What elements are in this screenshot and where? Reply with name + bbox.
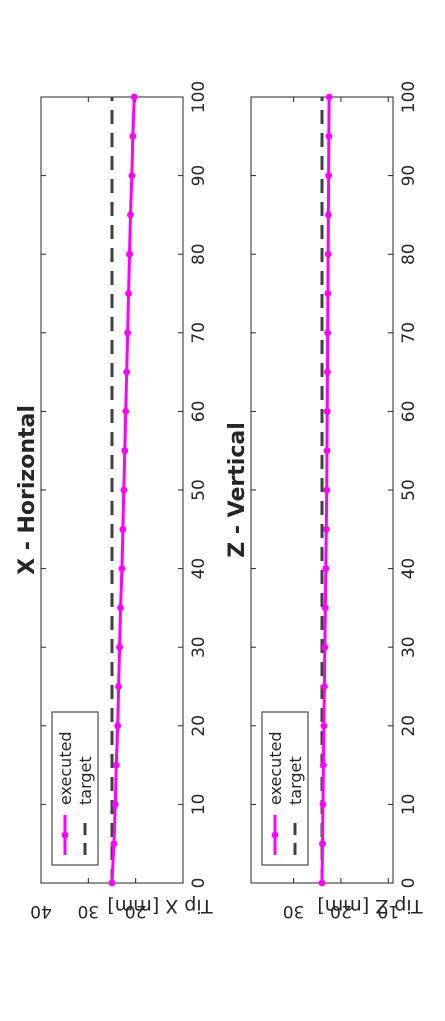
executed-data-point: [320, 722, 328, 730]
x-tick-label: 20: [189, 715, 209, 737]
executed-data-point: [114, 722, 122, 730]
executed-data-point: [323, 408, 331, 415]
executed-data-point: [119, 525, 127, 533]
executed-data-point: [118, 565, 126, 572]
executed-data-point: [124, 329, 132, 337]
y-tick-label: 20: [125, 901, 147, 921]
x-tick-label: 0: [399, 878, 419, 889]
x-tick-label: 30: [399, 636, 419, 658]
executed-data-point: [319, 840, 326, 848]
executed-data-point: [324, 368, 331, 376]
executed-data-point: [321, 604, 329, 612]
executed-data-point: [112, 761, 120, 769]
chart-title: Z - Vertical: [225, 422, 250, 557]
executed-data-point: [111, 801, 119, 808]
panel-z-vertical: Z - Vertical Tip Z [mm] 0 10 20 30 40 50 60 70 8…: [225, 81, 424, 921]
x-tick-label: 30: [189, 636, 209, 658]
series-group: [318, 93, 333, 887]
executed-data-point: [324, 250, 332, 258]
tick-group: 0 10 20 30 40 50 60 70 80 90 100 10 20 30: [250, 81, 419, 921]
executed-data-point: [324, 290, 332, 297]
x-tick-label: 50: [399, 479, 419, 501]
executed-data-point: [117, 604, 124, 612]
x-tick-label: 60: [399, 401, 419, 423]
y-tick-label: 30: [78, 901, 100, 921]
series-group: [108, 93, 138, 887]
executed-data-point: [320, 761, 327, 769]
y-tick-label: 40: [30, 901, 52, 921]
executed-data-point: [126, 250, 133, 258]
executed-data-point: [322, 565, 330, 572]
executed-data-point: [129, 132, 137, 140]
executed-data-point: [123, 368, 131, 376]
x-tick-label: 40: [189, 558, 209, 580]
executed-data-point: [323, 447, 331, 455]
executed-data-point: [127, 211, 134, 219]
chart-title: X - Horizontal: [15, 405, 40, 575]
legend: executed target: [261, 711, 309, 866]
executed-data-point: [325, 93, 333, 101]
y-tick-label: 30: [283, 901, 305, 921]
executed-data-point: [319, 801, 327, 808]
executed-data-point: [125, 290, 132, 297]
legend-executed-label: executed: [266, 731, 285, 805]
legend-box: [51, 711, 99, 866]
executed-data-point: [321, 643, 329, 651]
executed-data-point: [115, 683, 123, 690]
legend-target-label: target: [76, 756, 95, 805]
executed-data-point: [325, 172, 333, 180]
legend-executed-label: executed: [56, 731, 75, 805]
x-tick-label: 70: [189, 322, 209, 344]
executed-data-point: [322, 525, 330, 533]
x-tick-label: 80: [399, 243, 419, 265]
executed-data-point: [323, 486, 331, 494]
executed-data-point: [324, 329, 332, 337]
x-tick-label: 100: [189, 81, 209, 113]
x-tick-label: 0: [189, 878, 209, 889]
y-axis-label: Tip Z [mm]: [317, 895, 423, 917]
executed-data-point: [318, 879, 326, 887]
x-tick-label: 90: [399, 165, 419, 187]
x-tick-label: 90: [189, 165, 209, 187]
y-tick-label: 10: [377, 901, 399, 921]
panel-x-horizontal: X - Horizontal Tip X [mm] 0 10 20 30 40 50 60 7…: [15, 81, 214, 921]
legend-executed-marker: [61, 831, 69, 839]
x-tick-label: 40: [399, 558, 419, 580]
executed-data-point: [121, 447, 129, 455]
executed-data-point: [128, 172, 136, 180]
x-tick-label: 10: [399, 794, 419, 816]
executed-data-point: [320, 683, 328, 690]
tick-group: 0 10 20 30 40 50 60 70 80 90 100 20 30 40: [30, 81, 209, 921]
legend-executed-marker: [271, 831, 279, 839]
y-axis-label: Tip X [mm]: [107, 895, 213, 917]
executed-data-point: [108, 879, 116, 887]
y-tick-label: 20: [330, 901, 352, 921]
x-tick-label: 60: [189, 401, 209, 423]
x-tick-label: 50: [189, 479, 209, 501]
executed-data-point: [120, 486, 128, 494]
x-tick-label: 10: [189, 794, 209, 816]
executed-data-point: [122, 408, 130, 415]
legend: executed target: [51, 711, 99, 866]
executed-data-point: [130, 93, 138, 101]
executed-data-point: [324, 211, 332, 219]
executed-data-point: [325, 132, 333, 140]
executed-data-point: [110, 840, 118, 848]
x-tick-label: 70: [399, 322, 419, 344]
executed-data-point: [116, 643, 123, 651]
x-tick-label: 80: [189, 243, 209, 265]
x-tick-label: 100: [399, 81, 419, 113]
x-tick-label: 20: [399, 715, 419, 737]
legend-target-label: target: [286, 756, 305, 805]
legend-box: [261, 711, 309, 866]
